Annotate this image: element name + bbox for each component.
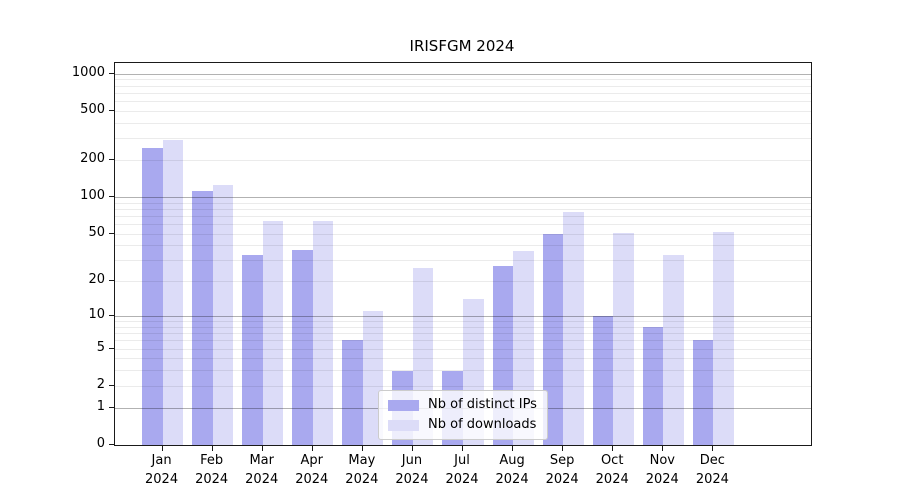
y-tick-mark (109, 444, 114, 445)
gridline-minor (115, 348, 811, 350)
bar-distinct-ips-may (342, 340, 363, 445)
legend-label-downloads: Nb of downloads (428, 417, 537, 432)
gridline-minor (115, 208, 811, 210)
gridline-minor (115, 326, 811, 328)
legend-entry-downloads: Nb of downloads (388, 417, 537, 433)
x-tick-label-nov: Nov 2024 (645, 453, 679, 487)
bar-downloads-sep (563, 212, 584, 445)
legend: Nb of distinct IPs Nb of downloads (378, 390, 548, 440)
y-tick-label: 10 (88, 307, 105, 323)
gridline-minor (115, 159, 811, 161)
gridline-minor (115, 138, 811, 140)
x-tick-mark (462, 446, 463, 451)
gridline-major (115, 316, 811, 318)
y-tick-mark (109, 195, 114, 197)
y-tick-label: 100 (80, 187, 105, 203)
x-tick-mark (411, 446, 413, 451)
gridline-minor (115, 79, 811, 81)
x-tick-label-mar: Mar 2024 (245, 453, 279, 487)
gridline-minor (115, 202, 811, 204)
y-tick-mark (109, 158, 114, 160)
x-tick-mark (512, 446, 514, 451)
x-tick-label-jan: Jan 2024 (145, 453, 179, 487)
gridline-minor (115, 92, 811, 94)
legend-label-distinct-ips: Nb of distinct IPs (428, 397, 537, 412)
y-tick-mark (109, 406, 114, 408)
x-tick-mark (712, 446, 714, 451)
y-tick-label: 500 (80, 101, 105, 117)
gridline-major (115, 73, 811, 75)
gridline-minor (115, 110, 811, 112)
y-tick-mark (109, 109, 114, 111)
gridline-minor (115, 122, 811, 124)
gridline-minor (115, 333, 811, 335)
bar-downloads-dec (713, 231, 734, 445)
bar-downloads-jan (162, 140, 184, 445)
bar-downloads-mar (262, 221, 284, 445)
y-tick-mark (109, 347, 114, 349)
bar-distinct-ips-nov (642, 326, 664, 445)
bar-downloads-apr (312, 220, 334, 445)
bar-distinct-ips-jan (142, 148, 163, 445)
bar-distinct-ips-mar (242, 255, 263, 445)
legend-swatch-downloads (388, 419, 419, 431)
y-tick-mark (109, 280, 114, 282)
y-tick-label: 2 (96, 376, 105, 392)
x-tick-mark (261, 446, 263, 451)
gridline-minor (115, 340, 811, 342)
x-tick-label-apr: Apr 2024 (295, 453, 329, 487)
y-tick-mark (109, 232, 114, 234)
gridline-minor (115, 370, 811, 372)
x-tick-mark (612, 446, 614, 451)
y-tick-label: 200 (80, 150, 105, 166)
y-tick-label: 0 (96, 436, 105, 451)
y-tick-label: 5 (96, 339, 105, 355)
bar-distinct-ips-apr (292, 249, 313, 445)
bar-downloads-oct (613, 232, 634, 445)
gridline-minor (115, 245, 811, 247)
y-tick-label: 1000 (71, 64, 105, 80)
legend-entry-distinct-ips: Nb of distinct IPs (388, 397, 537, 413)
y-tick-label: 1 (96, 398, 105, 414)
x-tick-label-aug: Aug 2024 (495, 453, 529, 487)
x-tick-mark (311, 446, 313, 451)
gridline-minor (115, 385, 811, 387)
y-tick-label: 50 (88, 224, 105, 240)
gridline-minor (115, 101, 811, 103)
x-tick-mark (161, 446, 163, 451)
y-tick-mark (109, 315, 114, 317)
y-tick-mark (109, 72, 114, 74)
gridline-minor (115, 224, 811, 226)
chart-title: IRISFGM 2024 (409, 37, 515, 55)
y-tick-mark (109, 384, 114, 386)
gridline-minor (115, 260, 811, 262)
plot-area: Nb of distinct IPs Nb of downloads (114, 62, 812, 446)
x-tick-label-dec: Dec 2024 (695, 453, 729, 487)
gridline-minor (115, 233, 811, 235)
legend-swatch-distinct-ips (388, 399, 419, 411)
x-tick-label-sep: Sep 2024 (545, 453, 579, 487)
x-tick-mark (662, 446, 664, 451)
x-tick-label-jul: Jul 2024 (445, 453, 479, 487)
gridline-minor (115, 215, 811, 217)
y-tick-label: 20 (88, 272, 105, 288)
x-tick-label-feb: Feb 2024 (195, 453, 229, 487)
bar-distinct-ips-oct (592, 316, 614, 445)
gridline-minor (115, 358, 811, 360)
x-tick-label-may: May 2024 (345, 453, 379, 487)
gridline-minor (115, 281, 811, 283)
gridline-minor (115, 85, 811, 87)
gridline-minor (115, 321, 811, 323)
bar-distinct-ips-dec (692, 340, 714, 445)
x-tick-mark (211, 446, 213, 451)
x-tick-label-oct: Oct 2024 (595, 453, 629, 487)
x-tick-mark (361, 446, 363, 451)
x-tick-label-jun: Jun 2024 (395, 453, 429, 487)
x-tick-mark (562, 446, 564, 451)
gridline-major (115, 196, 811, 198)
bar-downloads-feb (212, 185, 234, 445)
bar-distinct-ips-feb (192, 190, 213, 445)
bar-downloads-nov (663, 255, 684, 445)
